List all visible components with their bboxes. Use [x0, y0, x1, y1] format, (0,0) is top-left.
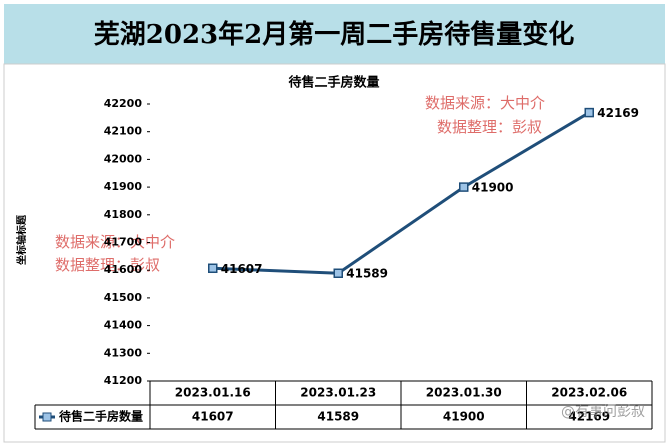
- marker: [208, 263, 218, 274]
- y-tick-label: 41400: [104, 319, 143, 332]
- table-value: 41607: [192, 410, 234, 424]
- y-tick-label: 42000: [104, 152, 143, 165]
- data-label: 42169: [597, 106, 639, 120]
- annotation: 数据来源：大中介: [55, 233, 175, 251]
- y-tick-label: 41600: [104, 263, 143, 276]
- table-value: 42169: [568, 410, 610, 424]
- x-tick-label: 2023.01.30: [426, 386, 502, 400]
- marker: [459, 182, 469, 192]
- y-tick-label: 41900: [104, 180, 143, 193]
- y-axis-title: 坐标轴标题: [15, 214, 28, 265]
- y-tick-label: 42100: [104, 125, 143, 138]
- x-tick-label: 2023.01.16: [175, 386, 251, 400]
- data-table: [34, 380, 653, 430]
- marker: [333, 268, 343, 278]
- annotation: 数据整理：彭叔: [55, 256, 160, 274]
- chart-title: 待售二手房数量: [287, 75, 379, 91]
- y-tick-label: 41300: [104, 346, 143, 359]
- marker: [584, 107, 594, 118]
- data-label: 41589: [346, 267, 388, 281]
- annotation: 数据来源：大中介: [425, 94, 545, 112]
- legend-marker: [42, 412, 52, 422]
- legend-label: 待售二手房数量: [59, 409, 143, 424]
- chart-frame: [3, 63, 666, 443]
- y-tick-label: 41200: [104, 374, 143, 387]
- watermark: @有事问彭叔: [561, 404, 645, 420]
- x-tick-label: 2023.01.23: [300, 386, 376, 400]
- y-tick-label: 41800: [104, 208, 143, 221]
- y-tick-label: 41500: [104, 291, 143, 304]
- banner-title: 芜湖2023年2月第一周二手房待售量变化: [94, 19, 574, 50]
- table-value: 41900: [443, 410, 485, 424]
- data-label: 41900: [472, 181, 514, 195]
- x-tick-label: 2023.02.06: [551, 386, 627, 400]
- line: [212, 111, 591, 275]
- data-label: 41607: [221, 262, 263, 276]
- y-tick-label: 41700: [104, 236, 143, 249]
- banner-box: [4, 4, 665, 64]
- y-tick-label: 42200: [104, 97, 143, 110]
- annotation: 数据整理：彭叔: [437, 118, 542, 136]
- table-value: 41589: [317, 410, 359, 424]
